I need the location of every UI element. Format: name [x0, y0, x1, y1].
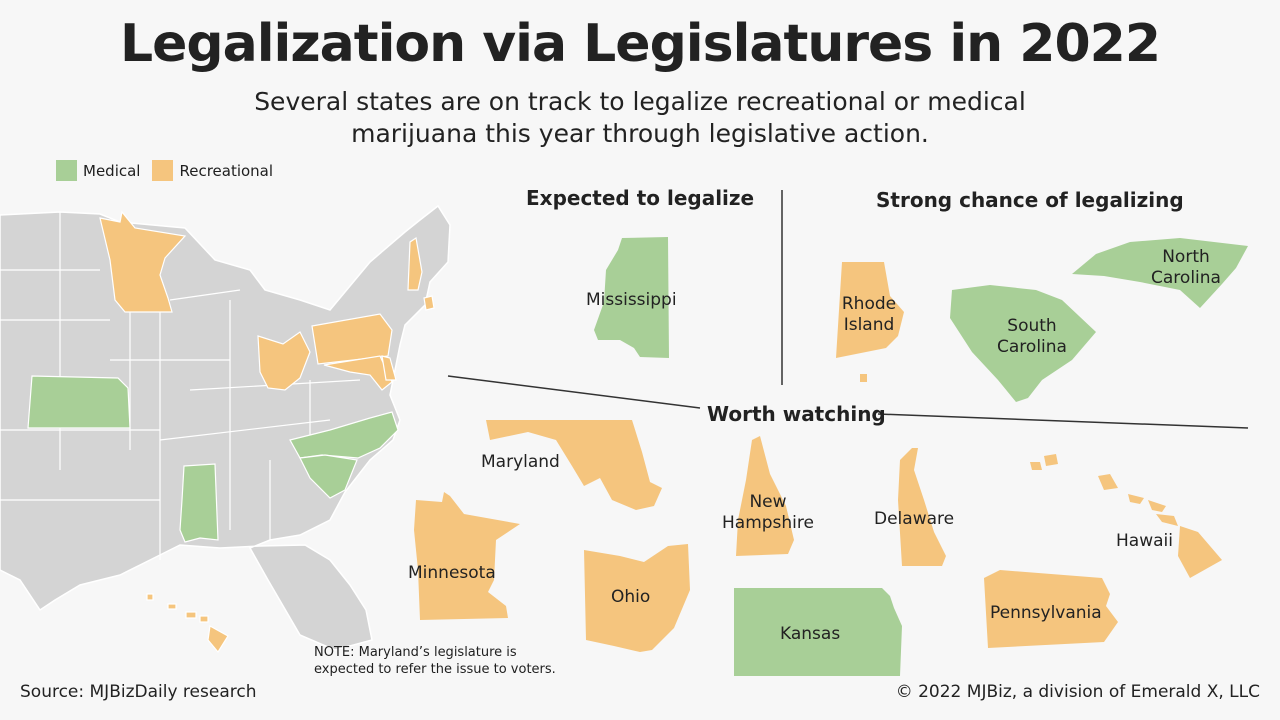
- base-kansas: [27, 375, 131, 429]
- state-shape-pennsylvania: [984, 570, 1118, 648]
- state-label-new-hampshire: New Hampshire: [722, 492, 814, 533]
- rhode-island-block-island: [860, 374, 867, 382]
- state-label-north-carolina: North Carolina: [1151, 247, 1221, 288]
- state-label-south-carolina: South Carolina: [997, 316, 1067, 357]
- state-label-maryland: Maryland: [481, 452, 560, 472]
- base-new-hampshire: [407, 236, 423, 291]
- section-heading-watching: Worth watching: [707, 402, 886, 426]
- state-shape-minnesota: [414, 492, 520, 620]
- us-base-map: [0, 204, 451, 651]
- state-shape-hawaii: [1030, 454, 1222, 578]
- state-label-kansas: Kansas: [780, 624, 841, 644]
- state-label-mississippi: Mississippi: [586, 290, 677, 310]
- legend-swatch-recreational: [152, 160, 174, 181]
- legend-item-recreational: Recreational: [152, 160, 273, 181]
- base-south-carolina: [299, 454, 358, 499]
- base-maryland: [323, 355, 393, 391]
- legend-item-medical: Medical: [56, 160, 140, 181]
- state-shape-rhode-island: [836, 262, 904, 358]
- maryland-note: NOTE: Maryland’s legislature is expected…: [314, 645, 556, 677]
- state-label-rhode-island: Rhode Island: [841, 294, 897, 335]
- state-label-delaware: Delaware: [874, 509, 955, 529]
- divider-right: [877, 413, 1249, 429]
- state-label-ohio: Ohio: [611, 587, 651, 607]
- section-heading-strong: Strong chance of legalizing: [876, 188, 1184, 212]
- state-label-minnesota: Minnesota: [408, 563, 496, 583]
- legend: Medical Recreational: [56, 160, 277, 181]
- base-rhode-island: [423, 295, 435, 311]
- state-label-hawaii: Hawaii: [1116, 531, 1173, 551]
- state-shape-delaware: [898, 448, 946, 566]
- section-heading-expected: Expected to legalize: [526, 186, 755, 210]
- state-shape-mississippi: [594, 237, 669, 358]
- legend-swatch-medical: [56, 160, 77, 181]
- base-pennsylvania: [311, 313, 393, 365]
- state-shape-maryland: [486, 420, 662, 510]
- page-subtitle: Several states are on track to legalize …: [254, 87, 1026, 148]
- state-label-pennsylvania: Pennsylvania: [990, 603, 1102, 623]
- us-landmass: [0, 204, 451, 651]
- copyright-text: © 2022 MJBiz, a division of Emerald X, L…: [895, 682, 1260, 702]
- base-ohio: [257, 331, 311, 391]
- state-shape-north-carolina: [1072, 238, 1248, 308]
- page-title: Legalization via Legislatures in 2022: [120, 14, 1161, 74]
- legend-label-recreational: Recreational: [179, 161, 274, 180]
- divider-left: [447, 375, 701, 409]
- state-shape-ohio: [584, 544, 690, 652]
- us-map-highlights: [27, 210, 435, 654]
- source-text: Source: MJBizDaily research: [20, 682, 257, 702]
- state-shape-kansas: [734, 588, 902, 676]
- base-minnesota: [99, 210, 187, 313]
- base-hawaii: [146, 593, 229, 654]
- state-shape-south-carolina: [950, 285, 1096, 402]
- state-shape-new-hampshire: [736, 436, 794, 556]
- legend-label-medical: Medical: [83, 161, 141, 180]
- base-delaware: [381, 355, 397, 381]
- base-mississippi: [179, 463, 219, 543]
